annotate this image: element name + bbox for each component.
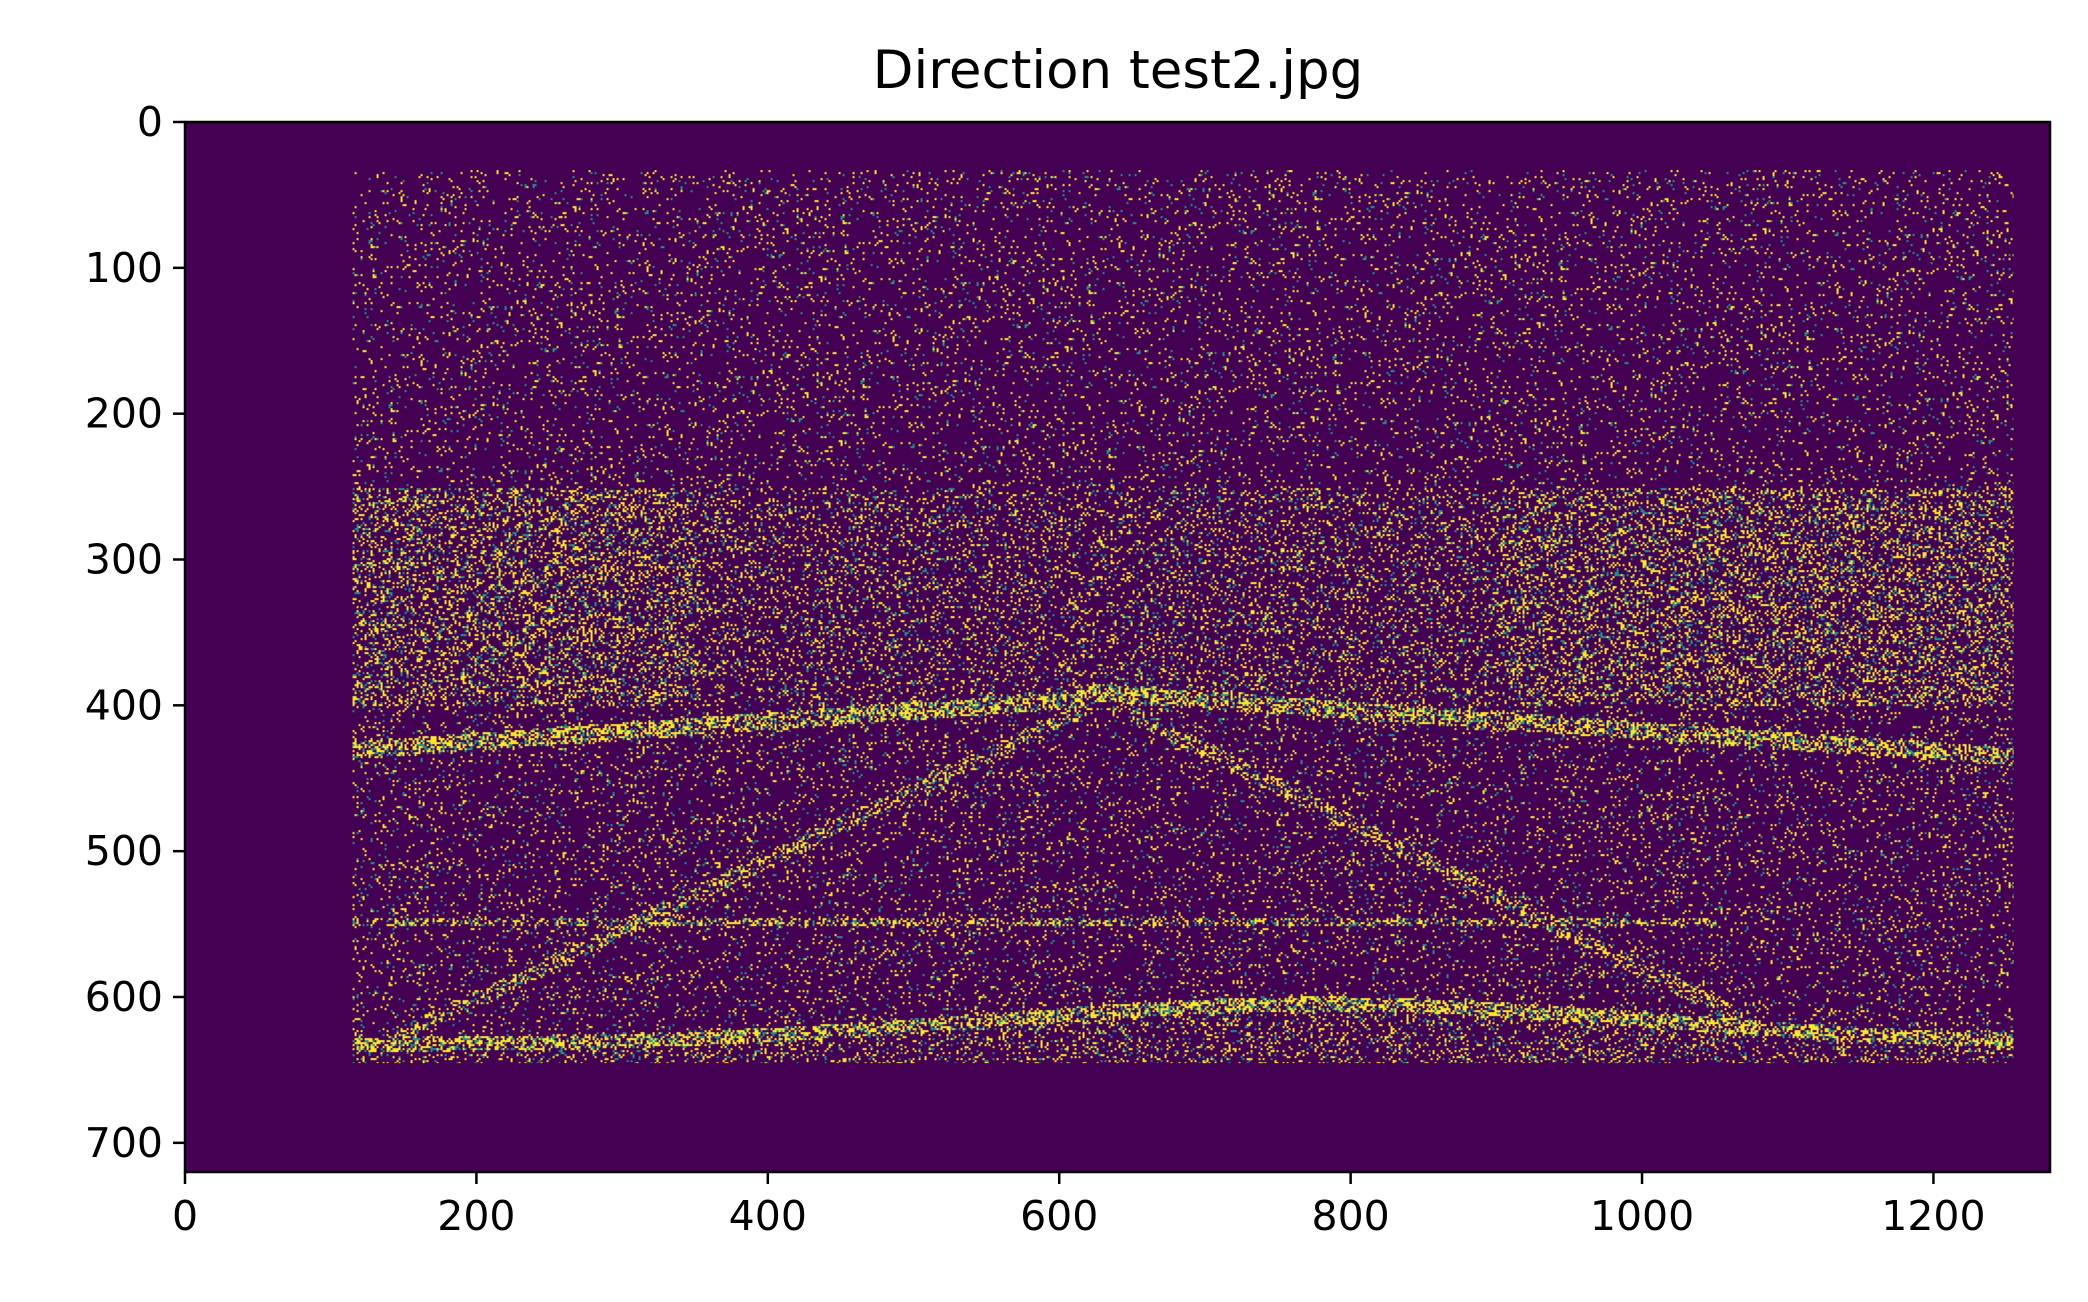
x-tick-label: 0 [172, 1192, 198, 1240]
y-tick-label: 400 [85, 681, 163, 729]
plot-area [183, 120, 2052, 1174]
plot-frame [183, 120, 2052, 1174]
y-tick-label: 200 [85, 390, 163, 438]
heatmap-image [352, 170, 2014, 1064]
x-tick-label: 200 [437, 1192, 515, 1240]
chart-title: Direction test2.jpg [873, 40, 1364, 101]
x-tick-label: 600 [1020, 1192, 1098, 1240]
y-axis: 0 100 200 300 400 500 600 700 [85, 98, 185, 1167]
x-tick-label: 1200 [1881, 1192, 1985, 1240]
x-tick-label: 800 [1311, 1192, 1389, 1240]
y-tick-label: 700 [85, 1119, 163, 1167]
y-tick-label: 0 [137, 98, 163, 146]
x-tick-label: 400 [729, 1192, 807, 1240]
y-tick-label: 100 [85, 244, 163, 292]
y-tick-label: 600 [85, 973, 163, 1021]
y-tick-label: 300 [85, 536, 163, 584]
y-tick-label: 500 [85, 827, 163, 875]
x-tick-label: 1000 [1590, 1192, 1694, 1240]
x-axis: 0 200 400 600 800 1000 1200 [172, 1172, 1986, 1240]
